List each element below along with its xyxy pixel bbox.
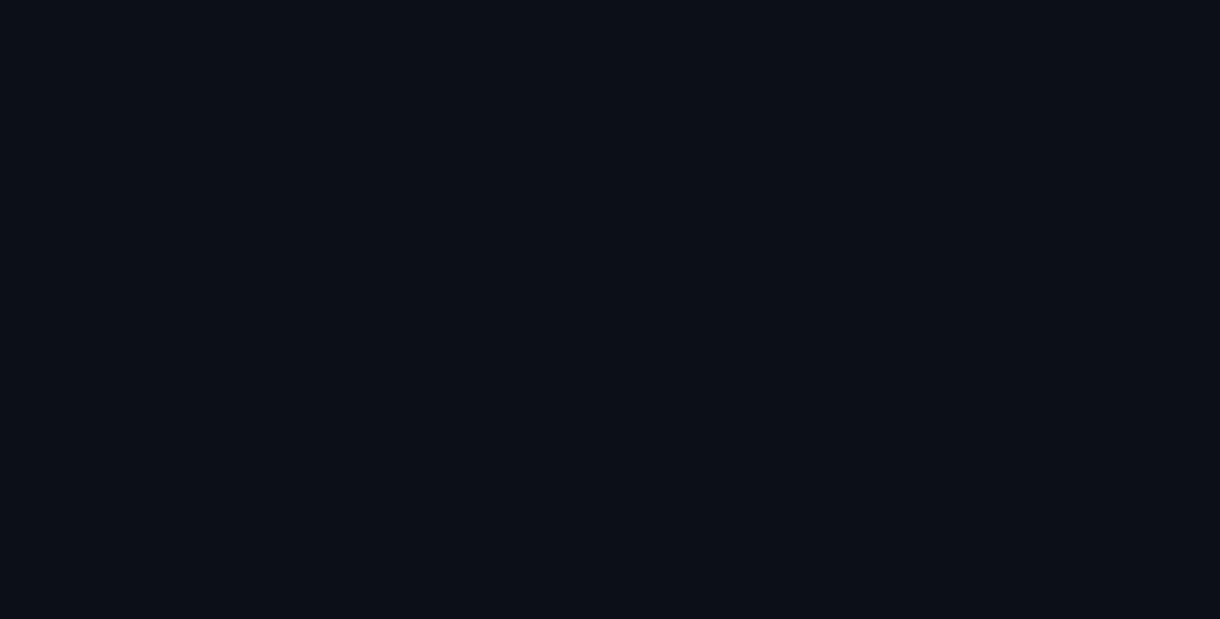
word-cloud [0,0,1220,619]
